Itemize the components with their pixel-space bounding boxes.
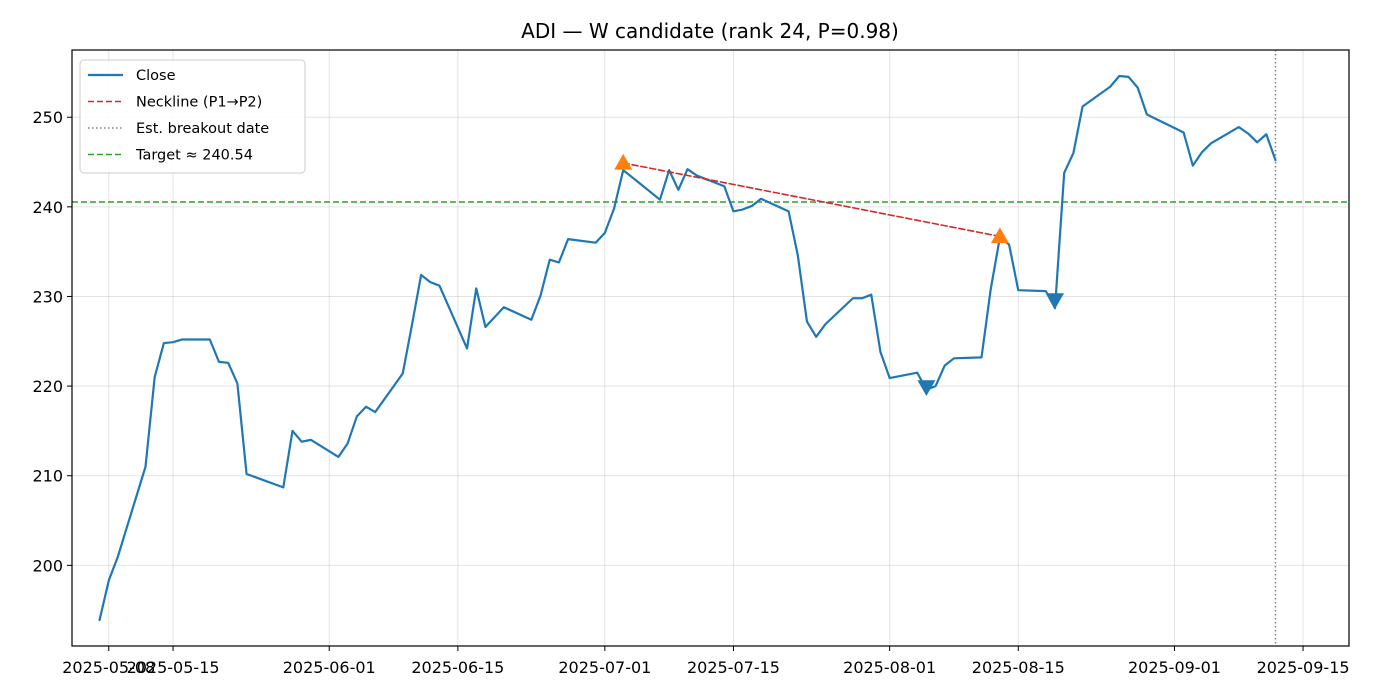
plot-frame — [71, 49, 1350, 647]
x-tick-label: 2025-09-15 — [1257, 658, 1350, 677]
y-axis: 200 210 220 230 240 250 — [32, 108, 72, 575]
reference-lines — [72, 50, 1349, 646]
legend-box — [79, 59, 306, 174]
y-tick-label: 220 — [32, 377, 63, 396]
x-tick-label: 2025-06-15 — [411, 658, 504, 677]
x-tick-label: 2025-05-08 — [62, 658, 155, 677]
neckline — [622, 162, 1001, 238]
y-tick-label: 210 — [32, 467, 63, 486]
peak-marker — [990, 227, 1009, 244]
series — [98, 74, 1277, 622]
chart-title: ADI — W candidate (rank 24, P=0.98) — [521, 19, 899, 43]
x-tick-label: 2025-07-01 — [558, 658, 651, 677]
pattern-markers — [614, 153, 1065, 396]
legend-label: Target ≈ 240.54 — [135, 148, 253, 164]
legend: Close Neckline (P1→P2) Est. breakout date T… — [79, 59, 306, 174]
x-tick-label: 2025-05-15 — [127, 658, 220, 677]
legend-label: Est. breakout date — [136, 121, 269, 137]
x-tick-label: 2025-08-15 — [972, 658, 1065, 677]
y-tick-label: 230 — [32, 287, 63, 306]
y-tick-label: 250 — [32, 108, 63, 127]
trough-marker — [917, 380, 936, 396]
x-tick-label: 2025-09-01 — [1128, 658, 1221, 677]
legend-label: Close — [136, 68, 176, 84]
x-tick-label: 2025-07-15 — [687, 658, 780, 677]
y-tick-label: 200 — [32, 556, 63, 575]
y-tick-label: 240 — [32, 198, 63, 217]
x-tick-label: 2025-06-01 — [283, 658, 376, 677]
close-price-line — [98, 74, 1277, 622]
trough-marker — [1046, 293, 1065, 310]
peak-marker — [614, 153, 633, 170]
legend-label: Neckline (P1→P2) — [136, 95, 262, 111]
x-tick-label: 2025-08-01 — [843, 658, 936, 677]
